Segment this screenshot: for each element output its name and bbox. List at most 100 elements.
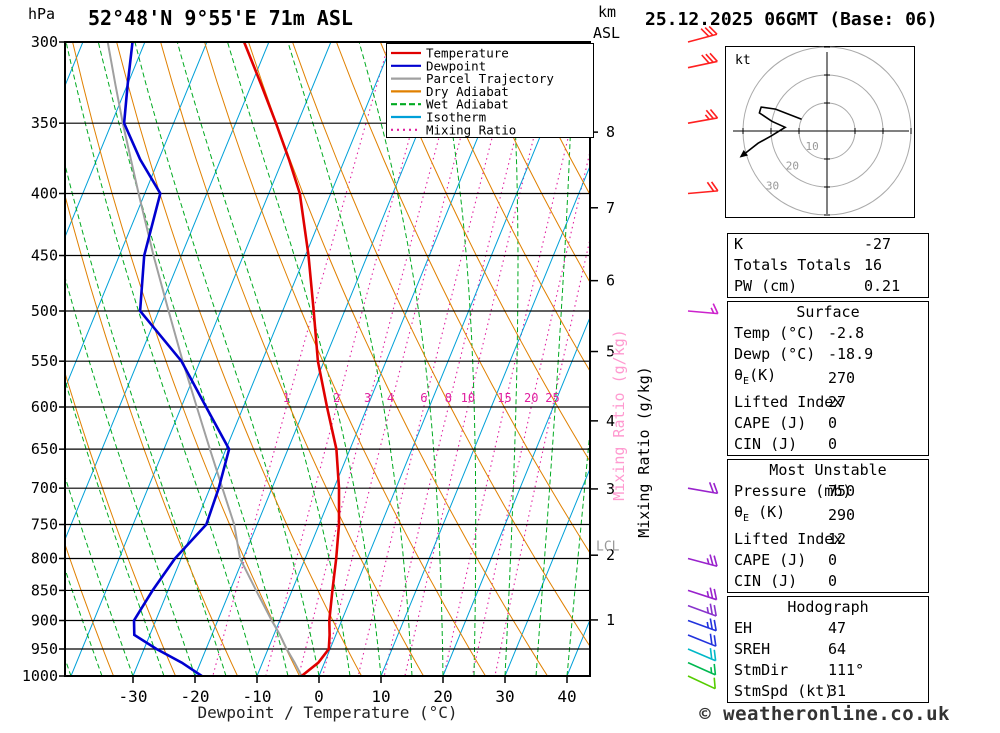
table-row: Totals Totals 16 [728, 255, 929, 276]
svg-text:1000: 1000 [22, 667, 58, 685]
surface-table: Surface Temp (°C) -2.8 Dewp (°C) -18.9 θE(K) 2… [727, 301, 929, 456]
svg-text:8: 8 [606, 123, 615, 141]
row-value: 27 [828, 393, 847, 411]
plot-border [64, 41, 591, 677]
parcel-trajectory-curve [106, 42, 303, 676]
table-row: CAPE (J) 0 [728, 550, 929, 571]
isotherm-lines [65, 42, 590, 676]
table-title-row: Most Unstable [728, 460, 929, 482]
svg-text:1: 1 [606, 611, 615, 629]
svg-text:Mixing Ratio: Mixing Ratio [426, 122, 516, 137]
svg-text:Mixing Ratio (g/kg): Mixing Ratio (g/kg) [610, 329, 628, 501]
asl-axis-unit: ASL [593, 24, 621, 42]
table-row: SREH 64 [728, 639, 929, 660]
row-value: 0 [828, 572, 838, 590]
km-axis: 1 2 3 4 5 6 7 8 LCL [590, 123, 620, 629]
stability-indices-table: K -27 Totals Totals 16 PW (cm) 0.21 [727, 233, 929, 298]
hodograph-table: Hodograph EH 47 SREH 64 StmDir 111° StmSpd (kt)… [727, 596, 929, 703]
svg-text:20: 20 [524, 391, 538, 405]
most-unstable-table-title: Most Unstable [769, 461, 887, 479]
svg-text:600: 600 [31, 398, 58, 416]
row-label: K [734, 235, 744, 253]
table-row: Lifted Index 12 [728, 529, 929, 550]
svg-text:0: 0 [314, 687, 324, 706]
svg-text:LCL: LCL [596, 539, 620, 554]
mixing-ratio-labels: 1 2 3 4 6 8 10 15 20 25 [283, 391, 560, 405]
svg-text:900: 900 [31, 612, 58, 630]
svg-text:550: 550 [31, 352, 58, 370]
row-label: Temp (°C) [734, 324, 816, 342]
table-title-row: Surface [728, 302, 929, 324]
row-value: 270 [828, 369, 856, 387]
table-row: StmDir 111° [728, 660, 929, 681]
row-value: 290 [828, 506, 856, 524]
svg-text:40: 40 [557, 687, 576, 706]
row-label: θE (K) [734, 503, 786, 524]
row-value: 0 [828, 435, 838, 453]
temperature-axis: -30 -20 -10 0 10 20 30 40 Dewpoint / Temperature… [119, 676, 577, 722]
table-row: CIN (J) 0 [728, 434, 929, 456]
row-label: CAPE (J) [734, 414, 807, 432]
row-label: CIN (J) [734, 572, 798, 590]
table-row: Pressure (mb) 750 [728, 481, 929, 502]
svg-text:650: 650 [31, 440, 58, 458]
svg-text:300: 300 [31, 33, 58, 51]
table-row: CAPE (J) 0 [728, 413, 929, 434]
svg-text:4: 4 [387, 391, 394, 405]
row-value: -18.9 [828, 345, 874, 363]
row-value: 0.21 [864, 277, 901, 295]
row-label: CAPE (J) [734, 551, 807, 569]
svg-text:10: 10 [461, 391, 475, 405]
svg-text:950: 950 [31, 640, 58, 658]
table-row: CIN (J) 0 [728, 571, 929, 593]
svg-text:15: 15 [497, 391, 511, 405]
svg-text:750: 750 [31, 516, 58, 534]
svg-text:10: 10 [806, 140, 819, 153]
row-label: Lifted Index [734, 530, 843, 548]
indices-panel: K -27 Totals Totals 16 PW (cm) 0.21 Surface Tem… [727, 233, 931, 706]
svg-text:kt: kt [735, 53, 751, 68]
table-row: Dewp (°C) -18.9 [728, 344, 929, 365]
row-label: Totals Totals [734, 256, 852, 274]
row-label: Pressure (mb) [734, 482, 852, 500]
row-value: 31 [828, 682, 847, 700]
svg-text:Isotherm: Isotherm [426, 110, 486, 125]
hodograph-frame [725, 46, 915, 218]
hodograph-inset: 10 20 30 kt [725, 46, 915, 218]
svg-text:800: 800 [31, 549, 58, 567]
svg-text:8: 8 [445, 391, 452, 405]
row-value: 64 [828, 640, 847, 658]
row-label: StmDir [734, 661, 789, 679]
row-label: Lifted Index [734, 393, 843, 411]
svg-text:20: 20 [786, 160, 799, 173]
row-label: SREH [734, 640, 771, 658]
table-row: Temp (°C) -2.8 [728, 323, 929, 344]
svg-text:5: 5 [606, 343, 615, 361]
row-value: 0 [828, 551, 838, 569]
mixing-ratio-axis-label: Mixing Ratio (g/kg) Mixing Ratio (g/kg) [610, 329, 653, 538]
row-value: 0 [828, 414, 838, 432]
svg-text:700: 700 [31, 479, 58, 497]
row-value: 12 [828, 530, 847, 548]
copyright: © weatheronline.co.uk [699, 703, 950, 725]
row-value: 111° [828, 661, 865, 679]
row-label: PW (cm) [734, 277, 798, 295]
hodograph-table-title: Hodograph [787, 598, 869, 616]
svg-text:7: 7 [606, 199, 615, 217]
table-title-row: Hodograph [728, 597, 929, 619]
svg-text:30: 30 [495, 687, 514, 706]
svg-text:30: 30 [766, 179, 779, 192]
table-row: θE (K) 290 [728, 502, 929, 529]
row-value: 750 [828, 482, 856, 500]
temperature-curve [242, 42, 341, 676]
svg-text:20: 20 [433, 687, 452, 706]
row-value: -27 [864, 235, 892, 253]
row-value: 16 [864, 256, 883, 274]
svg-text:25: 25 [545, 391, 559, 405]
table-row: EH 47 [728, 618, 929, 639]
svg-text:6: 6 [420, 391, 427, 405]
station-title: 52°48'N 9°55'E 71m ASL [88, 6, 353, 30]
svg-text:-20: -20 [181, 687, 210, 706]
most-unstable-table: Most Unstable Pressure (mb) 750 θE (K) 290 Li… [727, 459, 929, 593]
svg-text:850: 850 [31, 581, 58, 599]
